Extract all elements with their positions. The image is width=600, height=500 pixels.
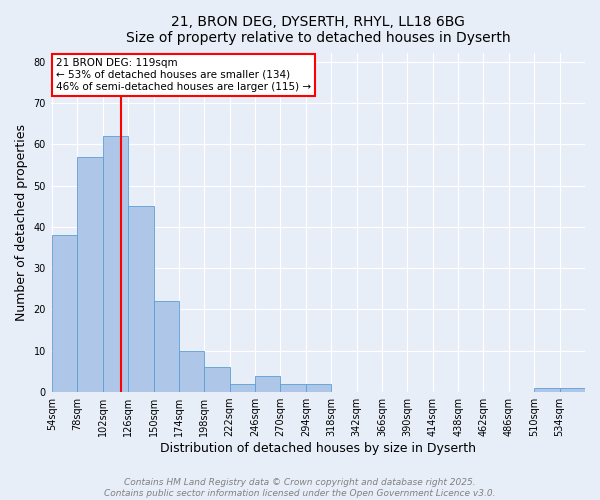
- Bar: [534, 388, 560, 392]
- Bar: [103, 136, 128, 392]
- Bar: [52, 235, 77, 392]
- Bar: [560, 388, 585, 392]
- Title: 21, BRON DEG, DYSERTH, RHYL, LL18 6BG
Size of property relative to detached hous: 21, BRON DEG, DYSERTH, RHYL, LL18 6BG Si…: [125, 15, 510, 45]
- Bar: [280, 384, 306, 392]
- Text: 21 BRON DEG: 119sqm
← 53% of detached houses are smaller (134)
46% of semi-detac: 21 BRON DEG: 119sqm ← 53% of detached ho…: [56, 58, 311, 92]
- Bar: [179, 351, 205, 392]
- X-axis label: Distribution of detached houses by size in Dyserth: Distribution of detached houses by size …: [160, 442, 476, 455]
- Bar: [230, 384, 255, 392]
- Bar: [205, 368, 230, 392]
- Text: Contains HM Land Registry data © Crown copyright and database right 2025.
Contai: Contains HM Land Registry data © Crown c…: [104, 478, 496, 498]
- Y-axis label: Number of detached properties: Number of detached properties: [15, 124, 28, 321]
- Bar: [77, 156, 103, 392]
- Bar: [306, 384, 331, 392]
- Bar: [154, 301, 179, 392]
- Bar: [255, 376, 280, 392]
- Bar: [128, 206, 154, 392]
